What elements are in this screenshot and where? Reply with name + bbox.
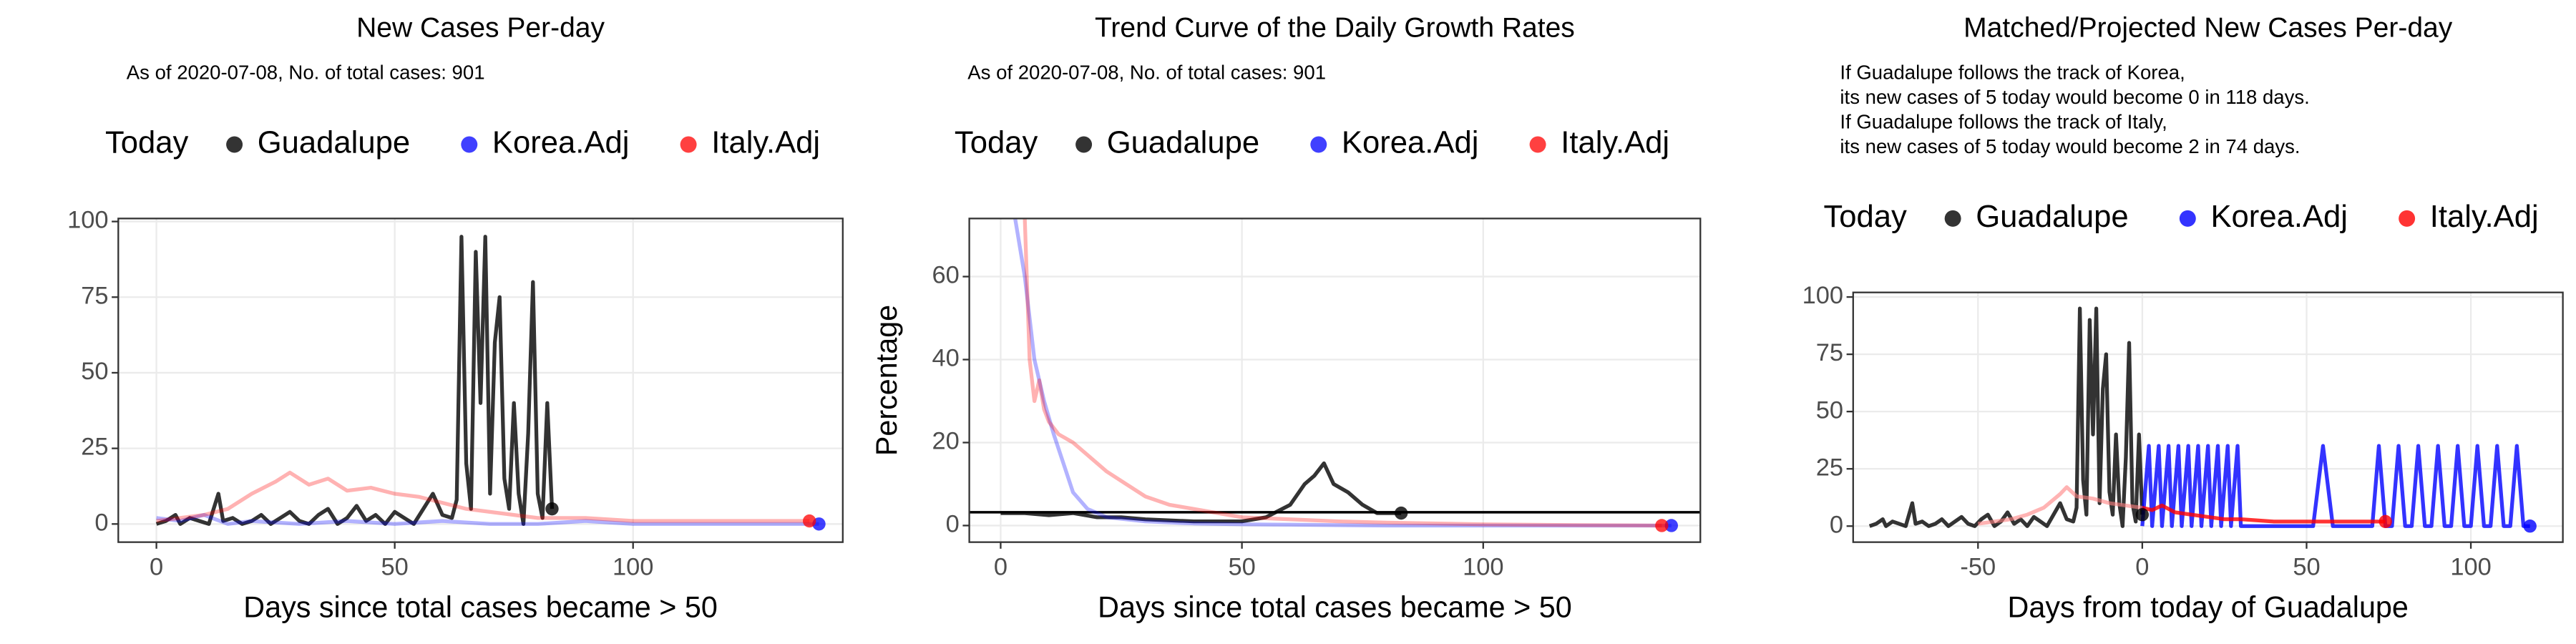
x-tick-label: 0 (994, 553, 1008, 580)
legend-dot (1075, 136, 1093, 153)
chart-title: New Cases Per-day (356, 13, 605, 44)
legend-label: Guadalupe (1107, 126, 1259, 160)
series-line (2142, 503, 2386, 524)
legend-dot (1944, 210, 1961, 227)
legend-label: Guadalupe (258, 126, 410, 160)
y-tick-label: 60 (932, 262, 960, 289)
x-tick-label: 100 (1463, 553, 1503, 580)
plot-area (155, 235, 819, 526)
legend-label: Italy.Adj (711, 126, 820, 160)
plot-border (1852, 291, 2564, 543)
y-tick-label: 75 (81, 282, 108, 309)
today-marker (1655, 519, 1669, 532)
today-marker (802, 514, 816, 528)
x-tick-label: 0 (2135, 553, 2149, 580)
plot-area (1868, 306, 2530, 528)
subtitle: As of 2020-07-08, No. of total cases: 90… (127, 62, 485, 84)
y-axis-label: Percentage (870, 305, 903, 456)
x-tick-label: 100 (613, 553, 653, 580)
legend-dot (1310, 136, 1327, 153)
series-line (1868, 306, 2145, 528)
chart-title: Matched/Projected New Cases Per-day (1963, 13, 2453, 44)
legend-dot (2179, 210, 2196, 227)
x-tick-label: 50 (2293, 553, 2320, 580)
series-line (2140, 444, 2530, 528)
legend-dot (461, 136, 478, 153)
series-line (1000, 461, 1402, 524)
x-tick-label: 50 (381, 553, 409, 580)
subtitle-line: If Guadalupe follows the track of Italy, (1840, 110, 2167, 132)
y-tick-label: 100 (1802, 282, 1843, 309)
subtitle: As of 2020-07-08, No. of total cases: 90… (967, 62, 1326, 84)
series-line (156, 470, 810, 523)
y-tick-label: 40 (932, 345, 960, 372)
legend-label: Italy.Adj (2430, 200, 2539, 234)
plot-border (968, 218, 1702, 543)
legend-label: Korea.Adj (1342, 126, 1479, 160)
series-line (155, 235, 555, 526)
legend-dot (680, 136, 697, 153)
chart-panel: Trend Curve of the Daily Growth Rates As … (870, 13, 1702, 624)
series-line (1013, 218, 1672, 528)
x-tick-label: 100 (2450, 553, 2491, 580)
plot-background (1853, 292, 2563, 542)
y-tick-label: 0 (946, 511, 960, 538)
legend-title: Today (955, 126, 1038, 160)
today-marker (2135, 508, 2150, 522)
legend-dot (1529, 136, 1546, 153)
x-axis-label: Days since total cases became > 50 (243, 591, 717, 624)
chart-title: Trend Curve of the Daily Growth Rates (1095, 13, 1575, 44)
today-marker (2379, 514, 2392, 529)
series-line (1023, 218, 1662, 528)
legend-title: Today (105, 126, 189, 160)
x-tick-label: -50 (1960, 553, 1996, 580)
series-line (1977, 485, 2143, 526)
subtitle-line: its new cases of 5 today would become 0 … (1840, 86, 2309, 108)
y-tick-label: 50 (1816, 396, 1843, 424)
legend-title: Today (1823, 200, 1907, 234)
plot-area (969, 218, 1701, 528)
chart-panel: New Cases Per-day As of 2020-07-08, No. o… (67, 13, 844, 624)
x-tick-label: 50 (1228, 553, 1255, 580)
today-marker (1394, 506, 1408, 520)
y-tick-label: 0 (94, 509, 108, 536)
y-tick-label: 75 (1816, 339, 1843, 366)
subtitle-line: its new cases of 5 today would become 2 … (1840, 135, 2300, 157)
y-tick-label: 100 (67, 207, 108, 234)
legend-dot (226, 136, 243, 153)
legend-dot (2399, 210, 2416, 227)
legend-label: Italy.Adj (1561, 126, 1669, 160)
today-marker (1664, 519, 1678, 532)
legend-label: Korea.Adj (2210, 200, 2348, 234)
y-tick-label: 25 (81, 434, 108, 461)
x-axis-label: Days since total cases became > 50 (1098, 591, 1572, 624)
x-axis-label: Days from today of Guadalupe (2008, 591, 2409, 624)
plot-border (117, 218, 844, 543)
x-tick-label: 0 (150, 553, 163, 580)
today-marker (2523, 519, 2537, 533)
series-line (156, 512, 819, 526)
y-tick-label: 50 (81, 358, 108, 385)
y-tick-label: 25 (1816, 454, 1843, 481)
today-marker (545, 502, 559, 516)
legend-label: Guadalupe (1976, 200, 2128, 234)
plot-background (969, 218, 1701, 542)
y-tick-label: 0 (1830, 511, 1843, 538)
legend-label: Korea.Adj (492, 126, 630, 160)
y-tick-label: 20 (932, 428, 960, 455)
chart-panel: Matched/Projected New Cases Per-day If Gu… (1802, 13, 2564, 624)
subtitle-line: If Guadalupe follows the track of Korea, (1840, 62, 2185, 84)
